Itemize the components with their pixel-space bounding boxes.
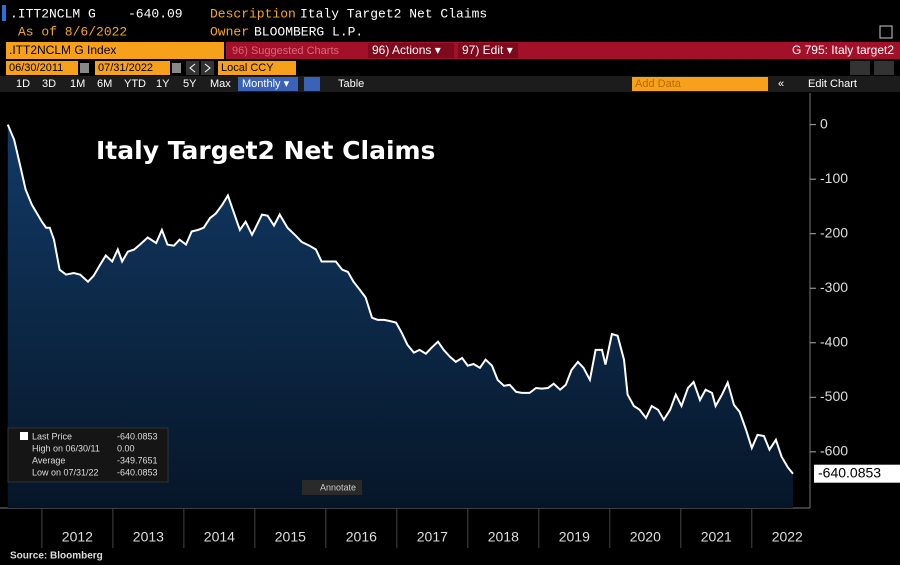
suggested[interactable]: 96) Suggested Charts xyxy=(232,45,340,57)
y-tick-label: -400 xyxy=(820,333,848,349)
x-tick-label: 2012 xyxy=(62,529,93,545)
x-tick-label: 2017 xyxy=(417,529,448,545)
chart-id: G 795: Italy target2 xyxy=(792,43,894,57)
actions-button[interactable] xyxy=(368,43,454,58)
last-value-label: -640.0853 xyxy=(818,464,881,480)
security: .ITT2NCLM G Index xyxy=(9,43,116,57)
x-tick-label: 2022 xyxy=(772,529,803,545)
range-button[interactable]: YTD xyxy=(124,78,146,90)
x-tick-label: 2016 xyxy=(346,529,377,545)
ranges: 1D 3D 1M 6M YTD 1Y 5Y Max xyxy=(16,78,231,90)
annotate[interactable]: Annotate xyxy=(320,482,356,492)
y-tick-label: -500 xyxy=(820,388,848,404)
last-value-box xyxy=(814,464,900,483)
prev-arrow xyxy=(189,63,196,73)
edit[interactable]: 97) Edit ▾ xyxy=(462,43,513,57)
y-tick-label: -300 xyxy=(820,279,848,295)
range-button[interactable]: 3D xyxy=(42,78,56,90)
owner: BLOOMBERG L.P. xyxy=(254,24,363,39)
owner-label: Owner xyxy=(210,24,249,39)
range-button[interactable]: 6M xyxy=(97,78,112,90)
x-tick-label: 2018 xyxy=(488,529,519,545)
legend xyxy=(7,427,169,483)
prev-button[interactable] xyxy=(186,61,199,75)
undo-button[interactable] xyxy=(850,61,870,75)
x-tick-label: 2013 xyxy=(133,529,164,545)
legend-swatch xyxy=(20,432,28,440)
x-tick-label: 2015 xyxy=(275,529,306,545)
add-data[interactable]: Add Data xyxy=(635,78,682,90)
description-label: Description xyxy=(210,6,296,21)
end-date-box[interactable] xyxy=(95,61,170,75)
legend-label: Last Price xyxy=(32,431,72,441)
range-button[interactable]: 1M xyxy=(70,78,85,90)
legend-value: -640.0853 xyxy=(117,431,158,441)
area-fill xyxy=(7,124,794,508)
next-button[interactable] xyxy=(201,61,214,75)
range-button[interactable]: 5Y xyxy=(183,78,197,90)
popout-icon[interactable] xyxy=(879,25,893,39)
range-button[interactable]: 1D xyxy=(16,78,30,90)
legend-label: Low on 07/31/22 xyxy=(32,467,99,477)
ticker: .ITT2NCLM G xyxy=(10,6,96,21)
chart-title: Italy Target2 Net Claims xyxy=(96,136,435,165)
y-tick-label: -200 xyxy=(820,224,848,240)
currency[interactable]: Local CCY xyxy=(221,62,274,74)
chart: 0 -100 -200 -300 -400 -500 -600 2012 2013 2014 201… xyxy=(0,93,900,548)
y-tick-label: -100 xyxy=(820,170,848,186)
legend-value: 0.00 xyxy=(117,443,135,453)
currency-box[interactable] xyxy=(218,61,296,75)
actions[interactable]: 96) Actions ▾ xyxy=(372,43,441,57)
legend-label: Average xyxy=(32,455,65,465)
redo-button[interactable] xyxy=(874,61,894,75)
chart-type-icon[interactable] xyxy=(304,77,320,91)
price: -640.09 xyxy=(128,6,183,21)
calendar-icon[interactable] xyxy=(80,63,89,73)
table[interactable]: Table xyxy=(338,78,364,90)
as-of: As of 8/6/2022 xyxy=(18,24,127,39)
frequency-box[interactable] xyxy=(238,77,298,91)
legend-rows: Last Price -640.0853 High on 06/30/11 0.00 A… xyxy=(32,431,158,477)
security-bar xyxy=(6,42,224,59)
edit-chart[interactable]: Edit Chart xyxy=(808,78,857,90)
marker xyxy=(2,5,6,21)
legend-label: High on 06/30/11 xyxy=(32,443,100,453)
collapse[interactable]: « xyxy=(778,78,784,90)
y-tick-label: -600 xyxy=(820,443,848,459)
x-tick-label: 2020 xyxy=(630,529,661,545)
add-data-box[interactable] xyxy=(632,77,768,91)
description: Italy Target2 Net Claims xyxy=(300,6,487,21)
x-tick-label: 2014 xyxy=(204,529,235,545)
next-arrow xyxy=(204,63,211,73)
legend-value: -349.7651 xyxy=(117,455,158,465)
range-button[interactable]: Max xyxy=(210,78,231,90)
start-date[interactable]: 06/30/2011 xyxy=(9,62,63,74)
x-tick-label: 2019 xyxy=(559,529,590,545)
range-button[interactable]: 1Y xyxy=(156,78,170,90)
frequency[interactable]: Monthly ▾ xyxy=(242,78,290,90)
end-date[interactable]: 07/31/2022 xyxy=(98,62,153,74)
y-tick-label: 0 xyxy=(820,115,828,131)
line xyxy=(6,124,794,475)
legend-value: -640.0853 xyxy=(117,467,158,477)
annotate-button[interactable] xyxy=(302,480,362,495)
edit-button[interactable] xyxy=(458,43,518,58)
source: Source: Bloomberg xyxy=(10,551,103,562)
x-tick-label: 2021 xyxy=(701,529,732,545)
calendar-icon[interactable] xyxy=(172,63,181,73)
start-date-box[interactable] xyxy=(6,61,78,75)
